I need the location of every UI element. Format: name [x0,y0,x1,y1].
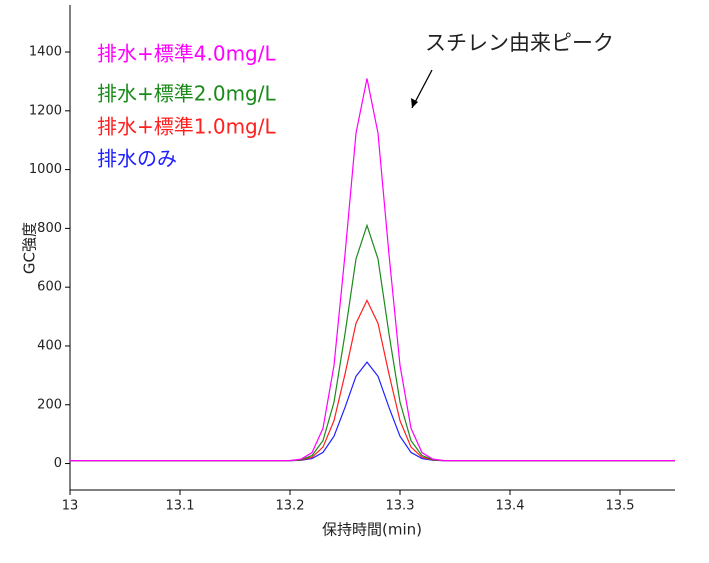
y-tick-label: 1000 [29,162,62,177]
x-tick-label: 13.3 [386,499,415,514]
y-tick-label: 1200 [29,103,62,118]
x-tick-label: 13.5 [606,499,635,514]
y-tick-label: 1400 [29,45,62,60]
x-tick-label: 13.1 [166,499,195,514]
x-tick-label: 13.2 [276,499,305,514]
x-axis-label: 保持時間(min) [322,521,422,539]
y-tick-label: 600 [37,280,62,295]
y-tick-label: 200 [37,397,62,412]
y-tick-label: 800 [37,221,62,236]
annotation: スチレン由来ピーク [425,31,614,55]
y-tick-label: 0 [54,456,62,471]
series-line [70,299,675,462]
x-tick-label: 13 [62,499,79,514]
x-tick-label: 13.4 [496,499,525,514]
legend-entry: 排水+標準1.0mg/L [97,115,276,139]
legend-entry: 排水+標準4.0mg/L [97,42,276,66]
series-line [70,223,675,462]
legend-entry: 排水のみ [97,147,177,171]
y-tick-label: 400 [37,338,62,353]
y-axis-label: GC強度 [21,222,39,274]
series-line [70,78,675,462]
series-line [70,361,675,462]
arrow-head [411,98,418,108]
legend-entry: 排水+標準2.0mg/L [97,82,276,106]
